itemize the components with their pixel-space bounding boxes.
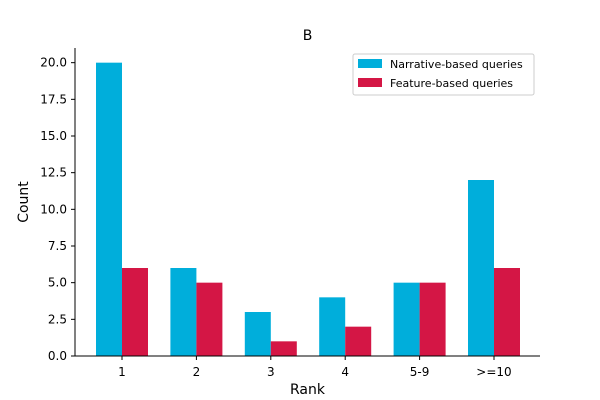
- bar-feature-1: [196, 282, 223, 356]
- y-axis-label: Count: [16, 181, 32, 223]
- bar-narrative-0: [96, 62, 122, 357]
- bar-narrative-3: [319, 297, 346, 356]
- legend-box: [352, 53, 535, 96]
- bar-feature-4: [419, 282, 446, 356]
- y-axis: 0.0 2.5 5.0 7.5 10.0 12.5 15.0 17.5 20.0: [40, 48, 76, 363]
- y-tick-label-7: 17.5: [40, 92, 67, 106]
- legend-swatch-narrative: [358, 59, 382, 68]
- y-tick-label-0: 0.0: [48, 349, 67, 363]
- chart-title: B: [303, 28, 313, 44]
- x-axis: 1 2 3 4 5-9 >=10: [75, 355, 540, 379]
- legend-label-narrative: Narrative-based queries: [390, 58, 523, 71]
- bar-feature-2: [270, 341, 297, 356]
- y-tick-label-2: 5.0: [48, 276, 67, 290]
- bar-feature-0: [122, 268, 148, 356]
- y-tick-label-3: 7.5: [48, 239, 67, 253]
- y-tick-label-4: 10.0: [40, 202, 67, 216]
- bar-narrative-1: [170, 268, 197, 356]
- bars-group: [96, 62, 520, 357]
- x-tick-label-4: 5-9: [410, 365, 430, 379]
- bar-narrative-5: [468, 180, 494, 356]
- x-tick-label-1: 2: [193, 365, 201, 379]
- x-tick-label-2: 3: [267, 365, 275, 379]
- x-tick-label-3: 4: [341, 365, 349, 379]
- bar-narrative-4: [393, 282, 420, 356]
- bar-feature-3: [345, 326, 372, 356]
- y-tick-label-5: 12.5: [40, 166, 67, 180]
- x-axis-label: Rank: [290, 382, 326, 398]
- y-tick-label-6: 15.0: [40, 129, 67, 143]
- legend-swatch-feature: [358, 78, 382, 87]
- bar-narrative-2: [244, 312, 271, 356]
- legend: Narrative-based queries Feature-based qu…: [352, 53, 535, 96]
- x-tick-label-5: >=10: [476, 365, 511, 379]
- legend-label-feature: Feature-based queries: [390, 77, 513, 90]
- bar-feature-5: [494, 268, 520, 356]
- y-tick-label-1: 2.5: [48, 312, 67, 326]
- x-tick-label-0: 1: [118, 365, 126, 379]
- y-tick-label-8: 20.0: [40, 56, 67, 70]
